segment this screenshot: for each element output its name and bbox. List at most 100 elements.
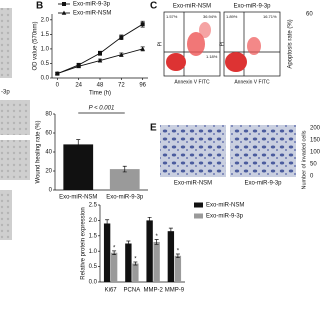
error-bar: [76, 139, 81, 150]
y-tick-label: 2.0: [89, 218, 98, 224]
invasion-image: [160, 125, 226, 177]
quadrant-value: 1.18%: [206, 54, 218, 59]
legend-swatch: [194, 202, 203, 208]
bar: [109, 169, 140, 190]
panel-label: B: [36, 1, 43, 12]
invasion-image: [230, 125, 296, 177]
annotation: *: [113, 245, 116, 251]
bar: [63, 144, 94, 190]
y-tick-label: 1.5: [41, 32, 50, 38]
y-tick-label: 1.0: [41, 46, 50, 52]
marker: [55, 71, 60, 76]
quadrant-value: 36.94%: [203, 14, 217, 19]
legend-label: Exo-miR-9-3p: [73, 2, 111, 8]
bar: [153, 241, 160, 282]
marker: [97, 58, 103, 63]
side-tick: 100: [310, 150, 320, 156]
x-tick-label: Exo-miR-NSM: [59, 195, 97, 201]
marker: [119, 52, 124, 57]
image-strip: [0, 100, 30, 135]
x-tick-label: PCNA: [124, 288, 141, 294]
fragment-text: -3p: [1, 90, 10, 96]
marker: [119, 35, 124, 40]
bar: [103, 223, 111, 282]
legend-marker: [61, 10, 67, 15]
y-tick-label: 20: [45, 169, 52, 175]
side-tick: 60: [306, 12, 313, 18]
flow-xlabel: Annexin V FITC: [174, 79, 210, 85]
x-tick-label: Ki67: [105, 288, 118, 294]
bar: [132, 263, 139, 282]
y-tick-label: 80: [45, 112, 52, 118]
error-bar: [105, 219, 110, 228]
error-bar: [112, 250, 117, 255]
y-tick-label: 0.0: [41, 76, 50, 82]
y-tick-label: 40: [45, 150, 52, 156]
error-bar: [147, 216, 152, 224]
annotation: P < 0.001: [89, 106, 115, 112]
side-label: Apoptosis rate (%): [288, 19, 294, 68]
error-bar: [122, 165, 127, 173]
y-tick-label: 60: [45, 131, 52, 137]
line: [57, 23, 143, 75]
side-tick: 150: [310, 138, 320, 144]
x-tick-label: 96: [139, 83, 146, 89]
flow-title: Exo-miR-NSM: [173, 4, 211, 10]
y-axis-label: Relative protein expression: [81, 207, 87, 279]
error-bar: [168, 227, 173, 235]
marker: [140, 46, 145, 51]
legend-label: Exo-miR-NSM: [206, 203, 244, 209]
panel-label: E: [150, 123, 157, 134]
side-tick: 0: [310, 174, 314, 180]
error-bar: [126, 240, 131, 247]
legend-swatch: [194, 213, 203, 219]
flow-title: Exo-miR-9-3p: [233, 4, 271, 10]
bar: [146, 220, 153, 282]
charts: 0.00.51.01.52.0OD value (570nm)0 24 48 72 96…: [33, 2, 245, 294]
quadrant-value: 16.71%: [263, 14, 277, 19]
quadrant-value: 1.57%: [166, 14, 178, 19]
x-tick-label: MMP-2: [143, 288, 163, 294]
flow-ylabel: PI: [157, 42, 163, 47]
quadrant-value: 1.89%: [226, 14, 238, 19]
marker: [140, 22, 145, 27]
flow-plot: [163, 11, 281, 77]
invasion-title: Exo-miR-9-3p: [244, 181, 282, 187]
bar: [110, 252, 118, 282]
side-ticks: 200 150 100 50 0: [310, 126, 320, 180]
image-strip: [0, 8, 12, 78]
legend-label: Exo-miR-NSM: [73, 11, 111, 17]
y-tick-label: 1.5: [89, 233, 98, 239]
invasion-title: Exo-miR-NSM: [174, 181, 212, 187]
side-tick: 200: [310, 126, 320, 132]
bar: [174, 255, 182, 282]
side-label: Number of invaded cells: [301, 130, 307, 189]
x-tick-label: Exo-miR-9-3p: [106, 195, 144, 201]
annotation: *: [134, 257, 137, 263]
image-strip: [0, 190, 12, 240]
x-tick-label: MMP-9: [165, 288, 185, 294]
marker: [98, 51, 102, 56]
annotation: *: [155, 234, 158, 240]
x-tick-label: 72: [118, 83, 125, 89]
error-bar: [133, 261, 138, 266]
flow-xlabel: Annexin V FITC: [234, 79, 270, 85]
x-tick-label: 24: [75, 83, 82, 89]
y-axis-label: OD value (570nm): [33, 21, 39, 70]
marker: [76, 63, 81, 69]
y-tick-label: 0.5: [89, 264, 98, 270]
y-axis-label: Wound healing rate (%): [36, 121, 42, 184]
y-tick-label: 2.0: [41, 17, 50, 23]
error-bar: [154, 239, 159, 245]
bar: [125, 243, 132, 282]
panel-label: C: [150, 1, 157, 12]
legend-label: Exo-miR-9-3p: [206, 214, 244, 220]
annotation: *: [177, 249, 180, 255]
y-tick-label: 0.0: [89, 280, 98, 286]
y-tick-label: 0.5: [41, 61, 50, 67]
bar: [167, 231, 175, 282]
error-bar: [175, 253, 180, 259]
x-axis-label: Time (h): [89, 91, 111, 97]
y-tick-label: 1.0: [89, 249, 98, 255]
